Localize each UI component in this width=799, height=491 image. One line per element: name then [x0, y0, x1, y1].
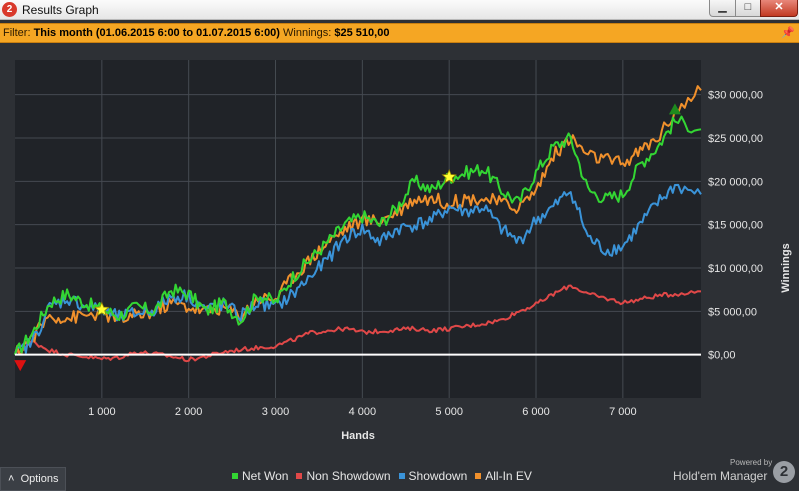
chart-markers [14, 103, 681, 372]
x-tick-label: 2 000 [175, 406, 203, 418]
y-tick-label: $15 000,00 [708, 220, 763, 232]
legend-swatch [296, 473, 303, 479]
min-marker-icon [14, 360, 27, 372]
x-tick-label: 6 000 [522, 406, 550, 418]
legend-label: Non Showdown [306, 469, 391, 483]
pin-icon[interactable]: 📌 [781, 27, 795, 39]
options-label: Options [20, 473, 59, 485]
y-axis-title: Winnings [780, 243, 792, 292]
x-tick-label: 1 000 [88, 406, 116, 418]
series-line-net-won [14, 115, 702, 355]
maximize-button[interactable]: □ [735, 0, 761, 17]
bottom-bar: ˄ Options Net Won Non Showdown Showdown All… [0, 458, 799, 491]
legend-label: All-In EV [485, 469, 532, 483]
legend-item-all-in-ev[interactable]: All-In EV [475, 469, 532, 483]
y-tick-label: $5 000,00 [708, 306, 757, 318]
title-bar[interactable]: 2 Results Graph ▁ □ ✕ [0, 0, 799, 20]
y-tick-labels: $0,00 $5 000,00 $10 000,00 $15 000,00 $20 00… [708, 90, 763, 362]
series-line-non-showdown [14, 284, 702, 363]
results-chart[interactable]: 1 000 2 000 3 000 4 000 5 000 6 000 7 000 $0,0… [0, 43, 799, 463]
legend-item-net-won[interactable]: Net Won [232, 469, 288, 483]
max-marker-icon [668, 103, 681, 115]
star-marker-2 [441, 168, 457, 184]
x-tick-label: 5 000 [435, 406, 463, 418]
legend-item-non-showdown[interactable]: Non Showdown [296, 469, 391, 483]
legend-swatch [398, 473, 405, 479]
chart-svg[interactable]: 1 000 2 000 3 000 4 000 5 000 6 000 7 000 $0,0… [0, 43, 799, 463]
brand-name: Hold'em Manager [673, 469, 768, 483]
filter-bar[interactable]: Filter: This month (01.06.2015 6:00 to 0… [0, 23, 799, 43]
chart-legend[interactable]: Net Won Non Showdown Showdown All-In EV [232, 469, 540, 485]
window-title: Results Graph [22, 3, 99, 17]
y-tick-label: $30 000,00 [708, 90, 763, 102]
x-tick-label: 4 000 [349, 406, 377, 418]
legend-swatch [475, 473, 482, 479]
filter-label: Filter: [3, 27, 31, 39]
options-button[interactable]: ˄ Options [0, 467, 66, 491]
winnings-label: Winnings: [283, 27, 332, 39]
chevron-up-icon: ˄ [8, 473, 15, 485]
star-marker-1 [94, 301, 110, 317]
legend-label: Showdown [408, 469, 468, 483]
y-tick-label: $0,00 [708, 350, 736, 362]
app-logo-icon: 2 [2, 2, 17, 17]
y-tick-label: $10 000,00 [708, 263, 763, 275]
x-tick-label: 3 000 [262, 406, 290, 418]
x-axis-title: Hands [341, 430, 375, 442]
brand-logo-icon: 2 [773, 461, 795, 483]
winnings-value: $25 510,00 [334, 27, 390, 39]
minimize-button[interactable]: ▁ [709, 0, 736, 17]
legend-item-showdown[interactable]: Showdown [398, 469, 468, 483]
y-tick-label: $25 000,00 [708, 133, 763, 145]
series-line-all-in-ev [14, 85, 702, 356]
filter-value: This month (01.06.2015 6:00 to 01.07.201… [33, 27, 280, 39]
y-tick-label: $20 000,00 [708, 176, 763, 188]
x-tick-label: 7 000 [609, 406, 637, 418]
powered-by-text: Powered by [730, 458, 773, 467]
legend-label: Net Won [242, 469, 289, 483]
series-lines [14, 85, 702, 363]
x-tick-labels: 1 000 2 000 3 000 4 000 5 000 6 000 7 000 [88, 406, 637, 418]
close-button[interactable]: ✕ [760, 0, 798, 17]
legend-swatch [232, 473, 238, 479]
